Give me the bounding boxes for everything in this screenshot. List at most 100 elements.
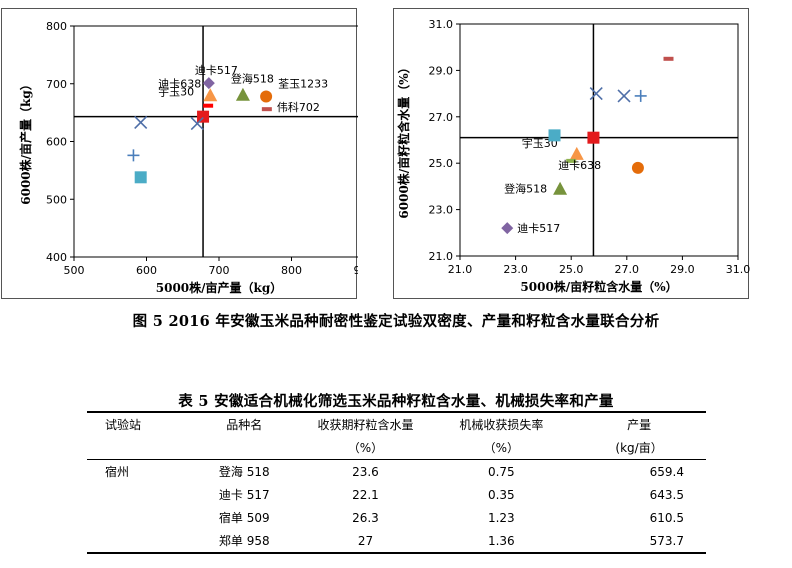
data-point-x — [589, 87, 603, 101]
cell-yield: 659.4 — [649, 464, 684, 479]
y-axis-title: 6000株/亩产量（kg） — [18, 78, 33, 205]
moisture-scatter-chart: 21.0 23.0 25.0 27.0 29.0 31.0 21.0 23.0 25.0 27.0… — [393, 8, 750, 299]
header-station: 试验站 — [87, 411, 189, 436]
cell-loss-rate: 1.36 — [430, 529, 573, 554]
cell-station: 宿州 — [105, 465, 130, 479]
y-tick-label: 29.0 — [429, 64, 454, 77]
table-subheader-row: （%） （%） (kg/亩） — [87, 436, 706, 460]
data-point-triangle — [569, 146, 584, 160]
data-point-square — [548, 129, 561, 142]
cell-yield: 643.5 — [649, 487, 684, 502]
data-point-dash — [663, 56, 674, 61]
data-point-triangle — [235, 87, 250, 101]
data-point-label: 迪卡638 — [158, 77, 201, 90]
data-point-label: 迪卡517 — [195, 64, 238, 77]
x-tick-label: 27.0 — [615, 263, 640, 276]
moisture-scatter-plot: 21.0 23.0 25.0 27.0 29.0 31.0 21.0 23.0 25.0 27.0… — [396, 18, 750, 294]
cell-variety: 登海 518 — [218, 465, 270, 479]
cell-moisture: 26.3 — [352, 510, 379, 525]
yield-scatter-chart: 5006007008009004005006007008005000株/亩产量（… — [1, 8, 359, 299]
y-tick-label: 800 — [46, 20, 67, 33]
subheader-yield-unit: (kg/亩） — [572, 436, 706, 460]
x-tick-label: 800 — [281, 264, 302, 277]
x-axis-title: 5000株/亩籽粒含水量（%） — [520, 279, 677, 294]
subheader-loss-unit: （%） — [430, 436, 573, 460]
cell-yield: 610.5 — [649, 510, 684, 525]
x-stroke — [589, 87, 603, 101]
data-point-circle — [260, 90, 273, 103]
yield-scatter-plot: 5006007008009004005006007008005000株/亩产量（… — [18, 20, 359, 295]
x-tick-label: 21.0 — [448, 263, 473, 276]
cell-moisture: 23.6 — [352, 464, 379, 479]
x-tick-label: 31.0 — [726, 263, 750, 276]
data-point-dash — [203, 103, 214, 108]
x-stroke — [190, 117, 204, 131]
table-row: 郑单 958 27 1.36 573.7 — [87, 529, 706, 554]
data-point-diamond — [501, 222, 514, 235]
figure-caption: 图 5 2016 年安徽玉米品种耐密性鉴定试验双密度、产量和籽粒含水量联合分析 — [132, 313, 660, 330]
data-point-plus — [127, 149, 140, 162]
header-variety: 品种名 — [188, 411, 301, 436]
x-stroke — [617, 89, 631, 103]
cell-station — [87, 483, 188, 506]
data-point-label: 登海518 — [504, 182, 547, 196]
x-axis-title: 5000株/亩产量（kg） — [156, 280, 283, 295]
data-point-x — [134, 115, 148, 130]
y-tick-label: 31.0 — [429, 18, 454, 31]
y-tick-label: 700 — [46, 78, 67, 91]
y-tick-label: 21.0 — [429, 250, 454, 263]
header-yield: 产量 — [572, 411, 706, 436]
data-point-label: 迪卡517 — [517, 222, 560, 235]
x-tick-label: 500 — [64, 264, 85, 277]
data-point-square — [134, 171, 147, 184]
table-row: 宿州 登海 518 23.6 0.75 659.4 — [87, 460, 706, 484]
subheader-variety — [188, 436, 301, 460]
data-point-dash — [261, 107, 272, 112]
table-header-row: 试验站 品种名 收获期籽粒含水量 机械收获损失率 产量 — [87, 411, 706, 436]
data-point-square — [587, 131, 600, 144]
y-tick-label: 500 — [46, 193, 67, 206]
subheader-moisture-unit: （%） — [300, 436, 431, 460]
x-tick-label: 600 — [136, 264, 157, 277]
x-tick-label: 29.0 — [670, 263, 695, 276]
x-stroke — [134, 115, 148, 130]
data-point-x — [190, 117, 204, 131]
table-title: 表 5 安徽适合机械化筛选玉米品种籽粒含水量、机械损失率和产量 — [178, 393, 614, 410]
data-point-label: 伟科702 — [277, 100, 320, 114]
cell-loss-rate: 0.75 — [487, 464, 515, 479]
header-moisture: 收获期籽粒含水量 — [300, 411, 431, 436]
cell-yield: 573.7 — [572, 529, 706, 554]
x-tick-label: 900 — [354, 264, 359, 277]
data-point-label: 登海518 — [231, 72, 274, 86]
cell-variety: 迪卡 517 — [218, 488, 270, 502]
data-point-dash — [566, 158, 577, 163]
cell-variety: 郑单 958 — [188, 529, 301, 554]
data-point-label: 荃玉1233 — [278, 76, 328, 90]
y-axis-title: 6000株/亩籽粒含水量（%） — [396, 61, 411, 218]
cell-station — [87, 506, 188, 529]
cell-moisture: 27 — [300, 529, 431, 554]
data-point-diamond — [202, 77, 215, 90]
x-tick-label: 700 — [209, 264, 230, 277]
y-tick-label: 400 — [46, 251, 67, 264]
subheader-station — [87, 436, 189, 460]
cell-loss-rate: 0.35 — [487, 487, 515, 502]
header-loss-rate: 机械收获损失率 — [430, 411, 573, 436]
y-tick-label: 600 — [46, 136, 67, 149]
y-tick-label: 27.0 — [429, 111, 454, 124]
data-point-triangle — [203, 88, 218, 102]
data-point-label: 迪卡638 — [558, 159, 601, 172]
plot-area-frame — [459, 23, 739, 257]
cell-loss-rate: 1.23 — [487, 510, 515, 525]
plot-area-frame — [73, 25, 358, 258]
cell-station — [87, 529, 189, 554]
x-tick-label: 25.0 — [559, 263, 584, 276]
cell-variety: 宿单 509 — [218, 511, 270, 525]
x-tick-label: 23.0 — [503, 263, 528, 276]
data-point-label: 宇玉30 — [158, 86, 194, 99]
data-point-plus — [634, 89, 647, 102]
cell-moisture: 22.1 — [352, 487, 379, 502]
y-tick-label: 25.0 — [429, 157, 454, 170]
data-table: 试验站 品种名 收获期籽粒含水量 机械收获损失率 产量 （%） （%） (kg/… — [87, 411, 706, 554]
table-row: 迪卡 517 22.1 0.35 643.5 — [87, 483, 706, 506]
